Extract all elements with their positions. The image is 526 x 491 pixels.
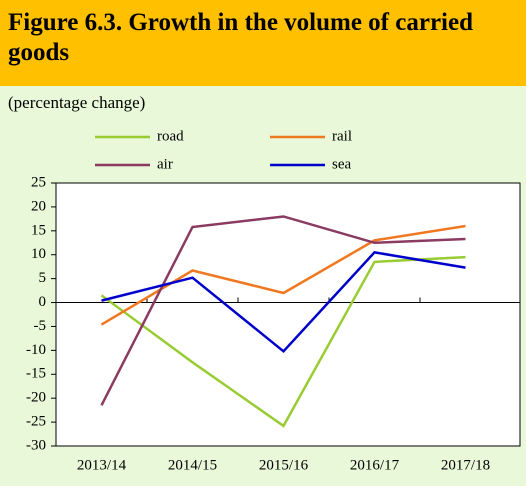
y-tick-label: 0 — [39, 294, 47, 310]
chart-title: Figure 6.3. Growth in the volume of carr… — [8, 9, 473, 66]
x-tick-label: 2015/16 — [259, 457, 309, 473]
x-tick-label: 2017/18 — [441, 457, 490, 473]
y-tick-label: -10 — [26, 342, 46, 358]
series-line — [101, 250, 466, 354]
x-tick-label: 2016/17 — [350, 457, 400, 473]
y-tick-label: 5 — [39, 270, 47, 286]
plot-area — [55, 182, 521, 447]
y-tick-label: 25 — [31, 174, 46, 190]
subtitle: (percentage change) — [8, 93, 145, 112]
legend-label: road — [157, 128, 184, 144]
series-line — [100, 255, 466, 428]
y-tick-label: 10 — [31, 246, 46, 262]
y-tick-label: 20 — [31, 198, 46, 214]
y-tick-label: -5 — [34, 318, 47, 334]
title-bar — [0, 0, 526, 86]
x-tick-label: 2014/15 — [168, 457, 217, 473]
y-tick-label: -20 — [26, 390, 46, 406]
title-box: Figure 6.3. Growth in the volume of carr… — [8, 9, 473, 66]
legend-label: air — [157, 156, 173, 172]
y-tick-label: -15 — [26, 366, 46, 382]
y-tick-label: -25 — [26, 414, 46, 430]
legend-label: rail — [332, 128, 352, 144]
x-tick-label: 2013/14 — [77, 457, 127, 473]
y-tick-label: -30 — [26, 437, 46, 453]
legend-label: sea — [332, 156, 351, 172]
y-tick-label: 15 — [31, 222, 46, 238]
